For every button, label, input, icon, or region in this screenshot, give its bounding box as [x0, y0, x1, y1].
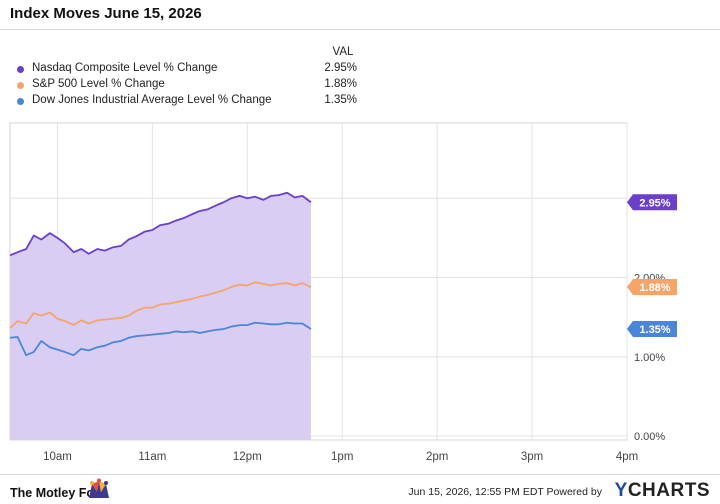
x-tick-label: 2pm — [426, 451, 448, 463]
legend-item-dow[interactable]: Dow Jones Industrial Average Level % Cha… — [17, 94, 357, 110]
y-tick-label: 1.00% — [634, 352, 665, 364]
timestamp: Jun 15, 2026, 12:55 PM EDT Powered by — [408, 486, 602, 498]
line-chart[interactable]: 0.00%1.00%2.00%3.00%10am11am12pm1pm2pm3p… — [0, 0, 720, 474]
legend-label: Dow Jones Industrial Average Level % Cha… — [32, 94, 272, 106]
legend-item-sp500[interactable]: S&P 500 Level % Change 1.88% — [17, 78, 357, 94]
last-value-flag-2 — [627, 321, 677, 338]
last-value-flag-1 — [627, 279, 677, 296]
legend-dot-icon — [17, 82, 24, 89]
legend-value: 1.88% — [324, 78, 357, 90]
x-tick-label: 12pm — [233, 451, 262, 463]
legend-item-nasdaq[interactable]: Nasdaq Composite Level % Change 2.95% — [17, 62, 357, 78]
legend-label: Nasdaq Composite Level % Change — [32, 62, 218, 74]
series-line-0 — [9, 191, 312, 257]
legend-dot-icon — [17, 98, 24, 105]
ycharts-logo: YCHARTS — [614, 480, 710, 501]
y-tick-label: 0.00% — [634, 431, 665, 443]
last-value-label-2: 1.35% — [639, 324, 670, 336]
nasdaq-area — [10, 192, 311, 440]
footer-divider — [0, 474, 720, 475]
last-value-label-0: 2.95% — [639, 197, 670, 209]
x-tick-label: 4pm — [616, 451, 638, 463]
brand-name: The Motley Fool. — [10, 486, 109, 500]
legend-value: 1.35% — [324, 94, 357, 106]
series-line-2 — [9, 321, 312, 357]
x-tick-label: 3pm — [521, 451, 543, 463]
x-tick-label: 10am — [43, 451, 72, 463]
jester-hat-icon — [89, 478, 109, 498]
legend-value-header: VAL — [332, 46, 354, 58]
legend-label: S&P 500 Level % Change — [32, 78, 165, 90]
x-tick-label: 1pm — [331, 451, 353, 463]
chart-title: Index Moves June 15, 2026 — [10, 5, 202, 22]
title-divider — [0, 29, 720, 30]
series-line-1 — [9, 281, 312, 329]
x-tick-label: 11am — [138, 451, 166, 463]
legend-value: 2.95% — [324, 62, 357, 74]
last-value-label-1: 1.88% — [639, 282, 670, 294]
last-value-flag-0 — [627, 194, 677, 211]
legend-dot-icon — [17, 66, 24, 73]
